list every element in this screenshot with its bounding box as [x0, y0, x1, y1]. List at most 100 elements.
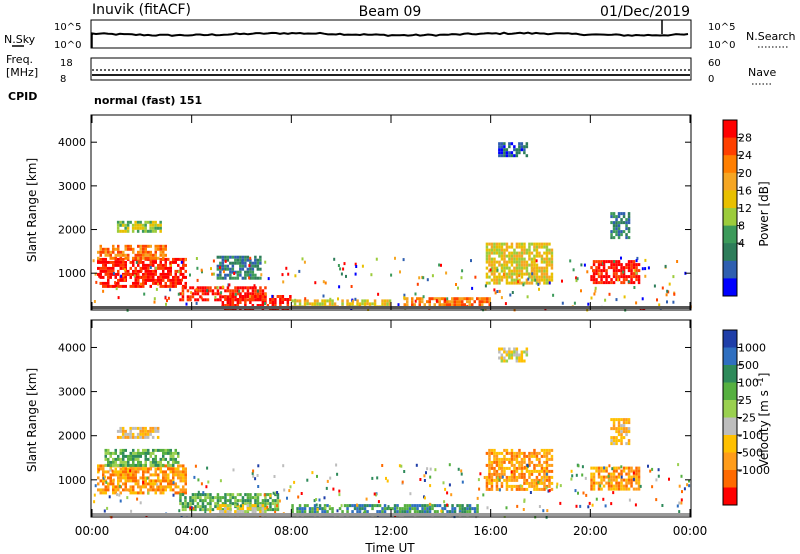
power-cell — [520, 245, 524, 249]
power-cell — [528, 245, 531, 249]
velocity-cell — [97, 464, 100, 468]
velocity-cell — [493, 478, 496, 482]
power-cell — [595, 266, 598, 270]
power-cell — [141, 229, 145, 233]
velocity-cell — [167, 460, 170, 464]
velocity-cell — [226, 493, 230, 497]
power-cell — [458, 300, 461, 304]
power-scatter-cell — [112, 272, 115, 275]
velocity-cell — [406, 504, 409, 508]
power-scatter-cell — [149, 266, 152, 269]
velocity-cell — [296, 510, 299, 514]
power-cell — [184, 275, 187, 279]
velocity-cell — [129, 432, 132, 436]
velocity-cell — [468, 504, 472, 508]
velocity-cell — [112, 460, 115, 464]
power-cell — [622, 266, 626, 270]
power-cell — [199, 295, 202, 299]
velocity-cell — [164, 470, 167, 474]
velocity-cell — [617, 433, 621, 437]
power-cell — [122, 253, 125, 257]
power-cell — [132, 250, 135, 254]
power-cell — [456, 297, 459, 301]
velocity-cell — [590, 475, 593, 479]
power-cell — [505, 263, 509, 267]
velocity-cell — [610, 472, 613, 476]
power-cell — [124, 284, 127, 288]
power-cell — [129, 244, 132, 248]
power-cell — [341, 299, 344, 303]
power-cell — [615, 233, 618, 237]
power-cell — [234, 295, 237, 299]
velocity-cell — [398, 510, 402, 514]
power-cell — [186, 289, 190, 293]
power-scatter-cell — [164, 296, 167, 300]
power-cell — [172, 278, 175, 282]
velocity-scatter-cell — [686, 483, 689, 487]
velocity-cell — [137, 460, 140, 464]
velocity-cell — [211, 508, 215, 512]
power-colorbar-swatch — [723, 243, 737, 262]
velocity-scatter-cell — [678, 510, 681, 514]
velocity-cell — [107, 488, 110, 492]
power-cell — [244, 276, 247, 280]
power-cell — [159, 247, 162, 251]
power-cell — [520, 148, 524, 152]
power-scatter-cell — [587, 302, 590, 306]
velocity-scatter-cell — [207, 480, 210, 484]
velocity-cell — [211, 496, 215, 500]
power-scatter-cell — [422, 295, 425, 299]
power-cell — [261, 292, 265, 296]
velocity-cell — [525, 347, 529, 351]
power-cell — [428, 300, 431, 304]
velocity-cell — [157, 479, 160, 483]
power-cell — [124, 260, 127, 264]
power-cell — [107, 250, 110, 254]
velocity-cell — [600, 487, 603, 491]
velocity-cell — [505, 448, 509, 452]
power-cell — [259, 267, 262, 271]
velocity-cell — [114, 473, 117, 477]
power-cell — [456, 303, 459, 307]
power-scatter-cell — [548, 281, 551, 285]
power-cell — [498, 272, 501, 276]
power-cell — [221, 255, 225, 259]
velocity-cell — [513, 475, 516, 479]
velocity-cell — [114, 448, 117, 452]
power-cell — [107, 284, 110, 288]
velocity-scatter-cell — [316, 474, 318, 478]
velocity-cell — [122, 473, 125, 477]
velocity-cell — [266, 499, 270, 503]
velocity-cell — [498, 463, 501, 467]
velocity-cell — [189, 508, 192, 512]
velocity-cell — [630, 469, 633, 473]
power-cell — [136, 223, 140, 227]
velocity-cell — [358, 504, 362, 508]
velocity-scatter-cell — [93, 493, 96, 497]
velocity-cell — [184, 473, 187, 477]
velocity-cell — [637, 475, 641, 479]
power-cell — [513, 269, 516, 273]
power-cell — [535, 272, 539, 276]
power-cell — [293, 302, 297, 306]
power-cell — [136, 229, 140, 233]
velocity-cell — [513, 454, 516, 458]
velocity-cell — [132, 479, 135, 483]
velocity-cell — [622, 436, 626, 440]
velocity-cell — [251, 496, 255, 500]
power-cell — [116, 229, 120, 233]
power-cell — [174, 278, 177, 282]
power-cell — [107, 278, 110, 282]
power-cell — [600, 281, 603, 285]
velocity-scatter-cell — [608, 479, 611, 483]
velocity-cell — [127, 463, 130, 467]
velocity-cell — [490, 481, 494, 485]
power-cell — [107, 269, 110, 273]
velocity-cell — [266, 508, 270, 512]
power-scatter-cell — [233, 272, 236, 275]
velocity-scatter-cell — [376, 476, 379, 480]
power-cell — [231, 267, 235, 271]
velocity-cell — [620, 484, 623, 488]
power-cell — [201, 289, 205, 293]
power-cell — [256, 267, 260, 271]
